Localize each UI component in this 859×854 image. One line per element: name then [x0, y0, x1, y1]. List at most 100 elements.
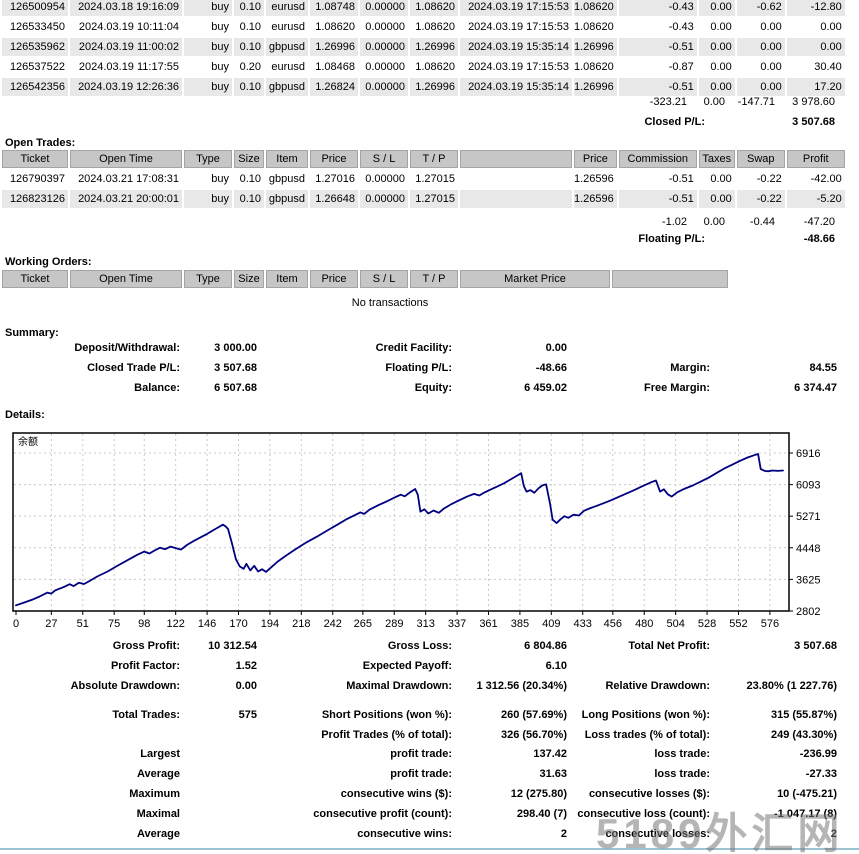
table-cell: 2024.03.19 11:00:02 [70, 38, 182, 56]
table-cell: -0.22 [736, 190, 785, 208]
table-cell: 1.26596 [574, 190, 617, 208]
table-cell: 0.00 [736, 38, 785, 56]
table-cell: 2024.03.19 17:15:53 [460, 0, 572, 16]
stat-value: 84.55 [809, 362, 837, 374]
stat-value: 10 312.54 [208, 640, 257, 652]
x-tick-label: 170 [229, 618, 247, 630]
table-cell: 126790397 [9, 173, 65, 185]
x-tick-label: 122 [167, 618, 185, 630]
table-cell: 0.00 [760, 21, 782, 33]
stat-label: Relative Drawdown: [605, 680, 710, 692]
table-cell: 0.00000 [360, 38, 408, 56]
table-cell: 0.20 [239, 61, 261, 73]
table-cell: 0.00 [710, 21, 732, 33]
table-cell: 2024.03.19 17:15:53 [468, 61, 569, 73]
table-cell: 1.08620 [315, 21, 355, 33]
stat-value: 326 (56.70%) [500, 729, 567, 741]
totals-value: -47.20 [803, 216, 835, 228]
x-tick-label: 289 [385, 618, 403, 630]
closed-pl-label: Closed P/L: [644, 116, 705, 128]
column-header: Market Price [460, 270, 610, 288]
table-cell: 1.26824 [310, 78, 358, 96]
x-tick-label: 385 [511, 618, 529, 630]
stat-label: Free Margin: [643, 382, 710, 394]
table-row: 126535962 2024.03.19 11:00:02 buy 0.10 gbpus… [2, 38, 845, 56]
stat-value: 23.80% (1 227.76) [746, 680, 837, 692]
table-cell: 2024.03.19 10:11:04 [78, 21, 179, 33]
x-tick-label: 75 [108, 618, 120, 630]
no-transactions-text: No transactions [351, 297, 429, 309]
column-header: Item [266, 270, 308, 288]
stat-label: consecutive wins: [357, 828, 452, 840]
y-tick-label: 6916 [796, 448, 820, 460]
stat-value: -48.66 [535, 362, 567, 374]
table-cell: buy [211, 21, 229, 33]
table-cell: 0.00 [698, 0, 735, 16]
table-cell: 1.08468 [315, 61, 355, 73]
table-cell: 2024.03.21 20:00:01 [70, 190, 182, 208]
working-orders-section-label: Working Orders: [5, 256, 92, 268]
table-cell: buy [184, 78, 232, 96]
stat-value: 1 312.56 (20.34%) [476, 680, 567, 692]
table-cell: 126500954 [2, 0, 68, 16]
table-row: 126823126 2024.03.21 20:00:01 buy 0.10 gbpus… [2, 190, 845, 208]
table-cell: 0.00000 [360, 0, 408, 16]
stat-label: Total Trades: [112, 709, 180, 721]
totals-value: -1.02 [661, 216, 687, 228]
y-tick-label: 6093 [796, 480, 820, 492]
stat-value: 3 507.68 [794, 640, 837, 652]
stat-value: 0.00 [235, 680, 257, 692]
table-cell: 1.08620 [410, 0, 458, 16]
stat-label: consecutive loss (count): [577, 808, 710, 820]
stat-label: Profit Factor: [110, 660, 180, 672]
table-cell: 126535962 [2, 38, 68, 56]
table-cell: gbpusd [268, 173, 305, 185]
table-cell: 17.20 [786, 78, 845, 96]
stat-value: 6 374.47 [794, 382, 837, 394]
watermark: 5189外汇网 [596, 810, 844, 854]
balance-line [15, 453, 784, 607]
summary-section-label: Summary: [5, 327, 59, 339]
table-cell: buy [184, 38, 232, 56]
table-cell: buy [211, 173, 229, 185]
y-tick-label: 3625 [796, 574, 820, 586]
table-cell: 1.26996 [410, 38, 458, 56]
x-tick-label: 409 [542, 618, 560, 630]
table-cell: 2024.03.19 15:35:14 [460, 78, 572, 96]
table-cell: eurusd [266, 0, 308, 16]
table-cell: 1.26996 [574, 38, 617, 56]
stat-label: loss trade: [654, 748, 710, 760]
table-cell: 0.00 [710, 173, 732, 185]
table-cell: 0.00000 [365, 61, 405, 73]
table-cell [460, 190, 572, 208]
table-cell: 126537522 [9, 61, 65, 73]
column-header: S / L [360, 150, 408, 168]
table-cell [460, 170, 572, 188]
table-cell: buy [184, 0, 232, 16]
x-tick-label: 528 [698, 618, 716, 630]
table-cell: 1.27015 [410, 190, 458, 208]
column-header: T / P [410, 270, 458, 288]
stat-value: 6 804.86 [524, 640, 567, 652]
stat-label: Average [136, 828, 180, 840]
table-cell: 1.26648 [310, 190, 358, 208]
stat-value: -1 047.17 (8) [774, 808, 837, 820]
stat-label: Average [136, 768, 180, 780]
stat-value: 6 459.02 [524, 382, 567, 394]
table-cell: 0.00000 [360, 190, 408, 208]
column-header: S / L [360, 270, 408, 288]
stat-value: -27.33 [805, 768, 837, 780]
column-header [460, 150, 572, 168]
column-header: Open Time [70, 270, 182, 288]
table-cell: 2024.03.19 11:17:55 [78, 61, 179, 73]
stat-label: consecutive losses ($): [588, 788, 710, 800]
x-tick-label: 51 [77, 618, 89, 630]
table-cell: eurusd [271, 21, 305, 33]
x-tick-label: 456 [604, 618, 622, 630]
table-cell: buy [184, 190, 232, 208]
table-cell: 1.27016 [315, 173, 355, 185]
stat-label: consecutive profit (count): [313, 808, 452, 820]
